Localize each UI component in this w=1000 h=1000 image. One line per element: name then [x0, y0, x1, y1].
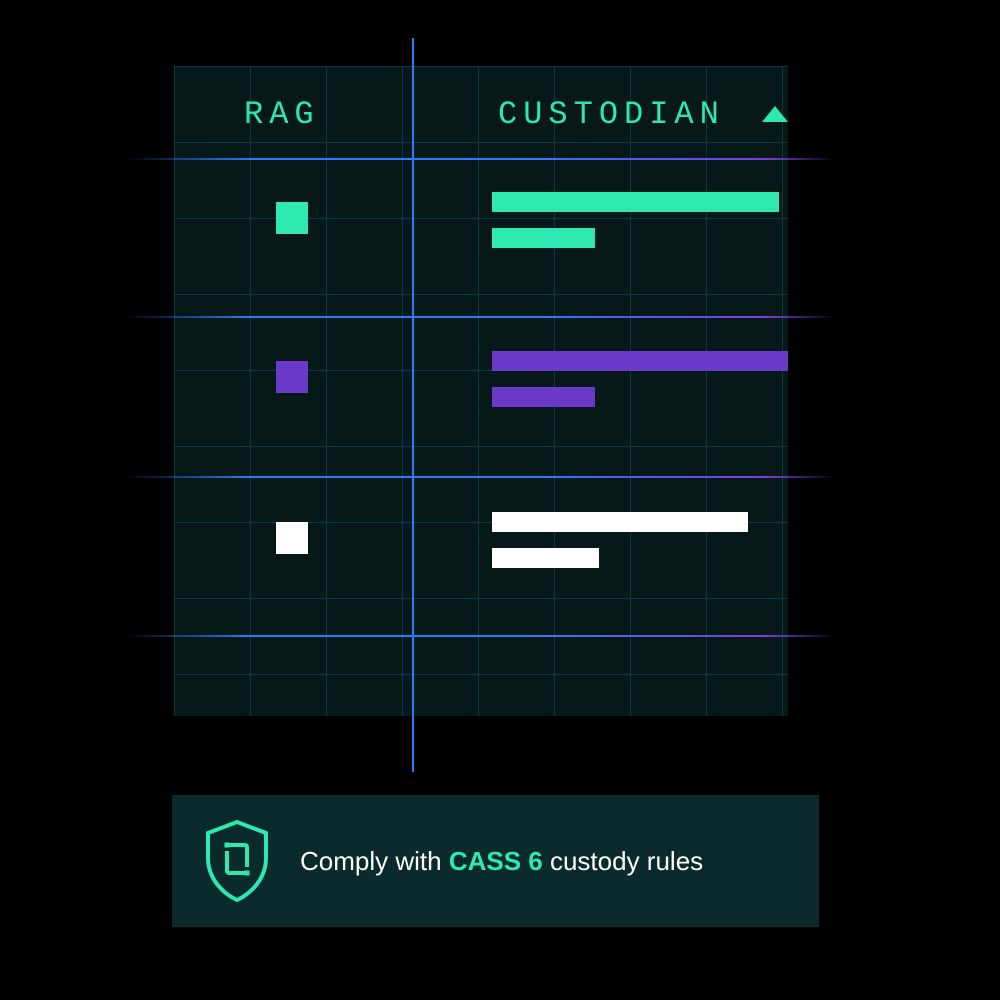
column-divider	[412, 38, 414, 772]
column-header-custodian[interactable]: CUSTODIAN	[498, 96, 725, 133]
column-header-rag[interactable]: RAG	[244, 96, 320, 133]
sort-ascending-icon[interactable]	[762, 106, 788, 122]
shield-icon	[200, 818, 274, 904]
custodian-bar-primary	[492, 351, 788, 371]
rag-indicator	[276, 202, 308, 234]
compliance-text: Comply with CASS 6 custody rules	[300, 843, 703, 880]
custodian-bar-primary	[492, 192, 779, 212]
row-separator	[126, 476, 836, 478]
rag-indicator	[276, 522, 308, 554]
row-separator	[126, 316, 836, 318]
callout-highlight: CASS 6	[449, 846, 543, 876]
row-separator	[126, 158, 836, 160]
custodian-bar-secondary	[492, 548, 599, 568]
table-panel	[174, 66, 788, 716]
callout-text-before: Comply with	[300, 846, 449, 876]
custodian-bar-primary	[492, 512, 748, 532]
row-separator	[126, 635, 836, 637]
custodian-bar-secondary	[492, 387, 595, 407]
compliance-callout: Comply with CASS 6 custody rules	[172, 795, 819, 927]
custodian-bar-secondary	[492, 228, 595, 248]
rag-indicator	[276, 361, 308, 393]
callout-text-after: custody rules	[543, 846, 703, 876]
